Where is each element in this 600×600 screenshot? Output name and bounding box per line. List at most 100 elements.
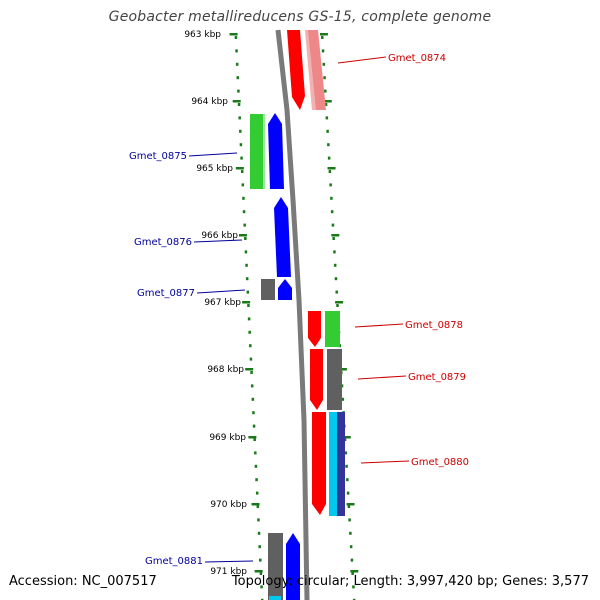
- guide-dot: [242, 210, 246, 214]
- gene-arrow-gmet-0875[interactable]: [268, 113, 284, 189]
- kbp-tick: [238, 234, 247, 237]
- guide-dot: [243, 223, 246, 227]
- guide-dot: [343, 438, 347, 441]
- gene-bar-gmet-0877[interactable]: [261, 279, 275, 300]
- kbp-tick: [251, 503, 260, 506]
- gene-arrow-gmet-0878[interactable]: [308, 311, 321, 347]
- guide-dot: [350, 558, 354, 562]
- genome-backbone: [275, 29, 310, 600]
- guide-dot: [238, 116, 241, 120]
- guide-dot: [323, 76, 326, 80]
- guide-dot: [236, 76, 240, 80]
- guide-dot: [235, 49, 238, 53]
- guide-dot: [335, 290, 338, 294]
- guide-dot: [257, 531, 261, 535]
- kbp-tick: [319, 33, 328, 36]
- guide-dot: [346, 491, 350, 495]
- gene-bar-gmet-0878[interactable]: [325, 311, 340, 347]
- kbp-label: 964 kbp: [191, 97, 228, 107]
- guide-dot: [237, 89, 240, 93]
- guide-dot: [247, 304, 250, 307]
- kbp-label: 966 kbp: [201, 231, 238, 241]
- guide-dot: [351, 572, 354, 575]
- gene-label-reverse[interactable]: Gmet_0875: [129, 151, 187, 162]
- kbp-tick: [338, 368, 347, 371]
- guide-dot: [326, 129, 329, 133]
- gene-label-reverse[interactable]: Gmet_0877: [137, 288, 195, 299]
- guide-dot: [241, 183, 245, 187]
- gene-bar-cyan[interactable]: [329, 412, 337, 516]
- kbp-tick: [232, 100, 241, 103]
- gene-label-forward[interactable]: Gmet_0874: [388, 53, 446, 64]
- gene-arrow-gmet-0881[interactable]: [286, 533, 300, 600]
- guide-dot: [234, 36, 238, 39]
- guide-dot: [330, 196, 333, 200]
- guide-dot: [249, 357, 253, 361]
- gene-bar-gmet-0879[interactable]: [327, 349, 342, 410]
- gene-bar-pink[interactable]: [305, 30, 326, 110]
- guide-dot: [333, 250, 336, 254]
- guide-dot: [251, 397, 255, 401]
- kbp-tick: [242, 301, 251, 304]
- kbp-tick: [245, 368, 254, 371]
- guide-dot: [348, 518, 351, 522]
- guide-dot: [328, 170, 332, 173]
- gene-label-forward[interactable]: Gmet_0878: [405, 320, 463, 331]
- reverse-genes: [250, 113, 300, 600]
- kbp-tick: [327, 167, 336, 170]
- guide-dot: [237, 103, 241, 106]
- kbp-tick: [254, 570, 263, 573]
- guide-dot: [329, 183, 332, 187]
- gene-arrow-gmet-0876[interactable]: [274, 197, 291, 277]
- gene-arrow-gmet-0877[interactable]: [278, 279, 292, 300]
- map-title: Geobacter metallireducens GS-15, complet…: [108, 9, 492, 25]
- guide-dot: [246, 290, 250, 294]
- gene-bar-gmet-0875[interactable]: [250, 114, 265, 189]
- kbp-label: 968 kbp: [207, 365, 244, 375]
- kbp-tick: [335, 301, 344, 304]
- guide-dot: [240, 170, 244, 173]
- guide-dot: [252, 411, 255, 415]
- guide-dot: [254, 451, 257, 455]
- gene-bar-gmet-0881[interactable]: [268, 533, 283, 600]
- guide-dot: [257, 518, 260, 522]
- gene-label-forward[interactable]: Gmet_0880: [411, 457, 469, 468]
- guide-dot: [260, 585, 263, 589]
- leader-lines: [188, 56, 410, 563]
- guide-dot: [255, 478, 258, 482]
- guide-dot: [333, 263, 337, 267]
- guide-dot: [248, 330, 251, 334]
- kbp-tick: [346, 503, 355, 506]
- guide-dot: [340, 384, 344, 388]
- guide-dot: [324, 89, 327, 93]
- guide-dot: [327, 156, 331, 160]
- gene-arrow-gmet-0874[interactable]: [287, 30, 305, 110]
- guide-dot: [321, 49, 325, 53]
- gene-label-reverse[interactable]: Gmet_0881: [145, 556, 203, 567]
- gene-label-reverse[interactable]: Gmet_0876: [134, 237, 192, 248]
- guide-dot: [349, 545, 353, 549]
- guide-dot: [324, 103, 328, 106]
- gene-labels: Gmet_0874 Gmet_0878 Gmet_0879 Gmet_0880 …: [129, 53, 469, 567]
- kbp-label: 971 kbp: [210, 567, 247, 577]
- guide-dot: [352, 598, 356, 600]
- guide-dot: [250, 384, 254, 388]
- guide-dot: [322, 62, 326, 66]
- guide-dot: [247, 317, 251, 321]
- guide-dot: [341, 397, 345, 401]
- guide-dot: [252, 424, 256, 428]
- guide-dot: [242, 196, 245, 200]
- guide-dot: [331, 223, 335, 227]
- kbp-label: 969 kbp: [209, 433, 246, 443]
- gene-bar-indigo[interactable]: [337, 412, 345, 516]
- guide-dot: [253, 438, 256, 441]
- gene-arrow-gmet-0879[interactable]: [310, 349, 323, 410]
- kbp-tick: [235, 167, 244, 170]
- gene-arrow-gmet-0880[interactable]: [312, 412, 326, 515]
- guide-dot: [327, 143, 330, 147]
- guide-dot: [334, 277, 338, 281]
- gene-label-forward[interactable]: Gmet_0879: [408, 372, 466, 383]
- kbp-label: 967 kbp: [204, 298, 241, 308]
- kbp-tick: [229, 33, 238, 36]
